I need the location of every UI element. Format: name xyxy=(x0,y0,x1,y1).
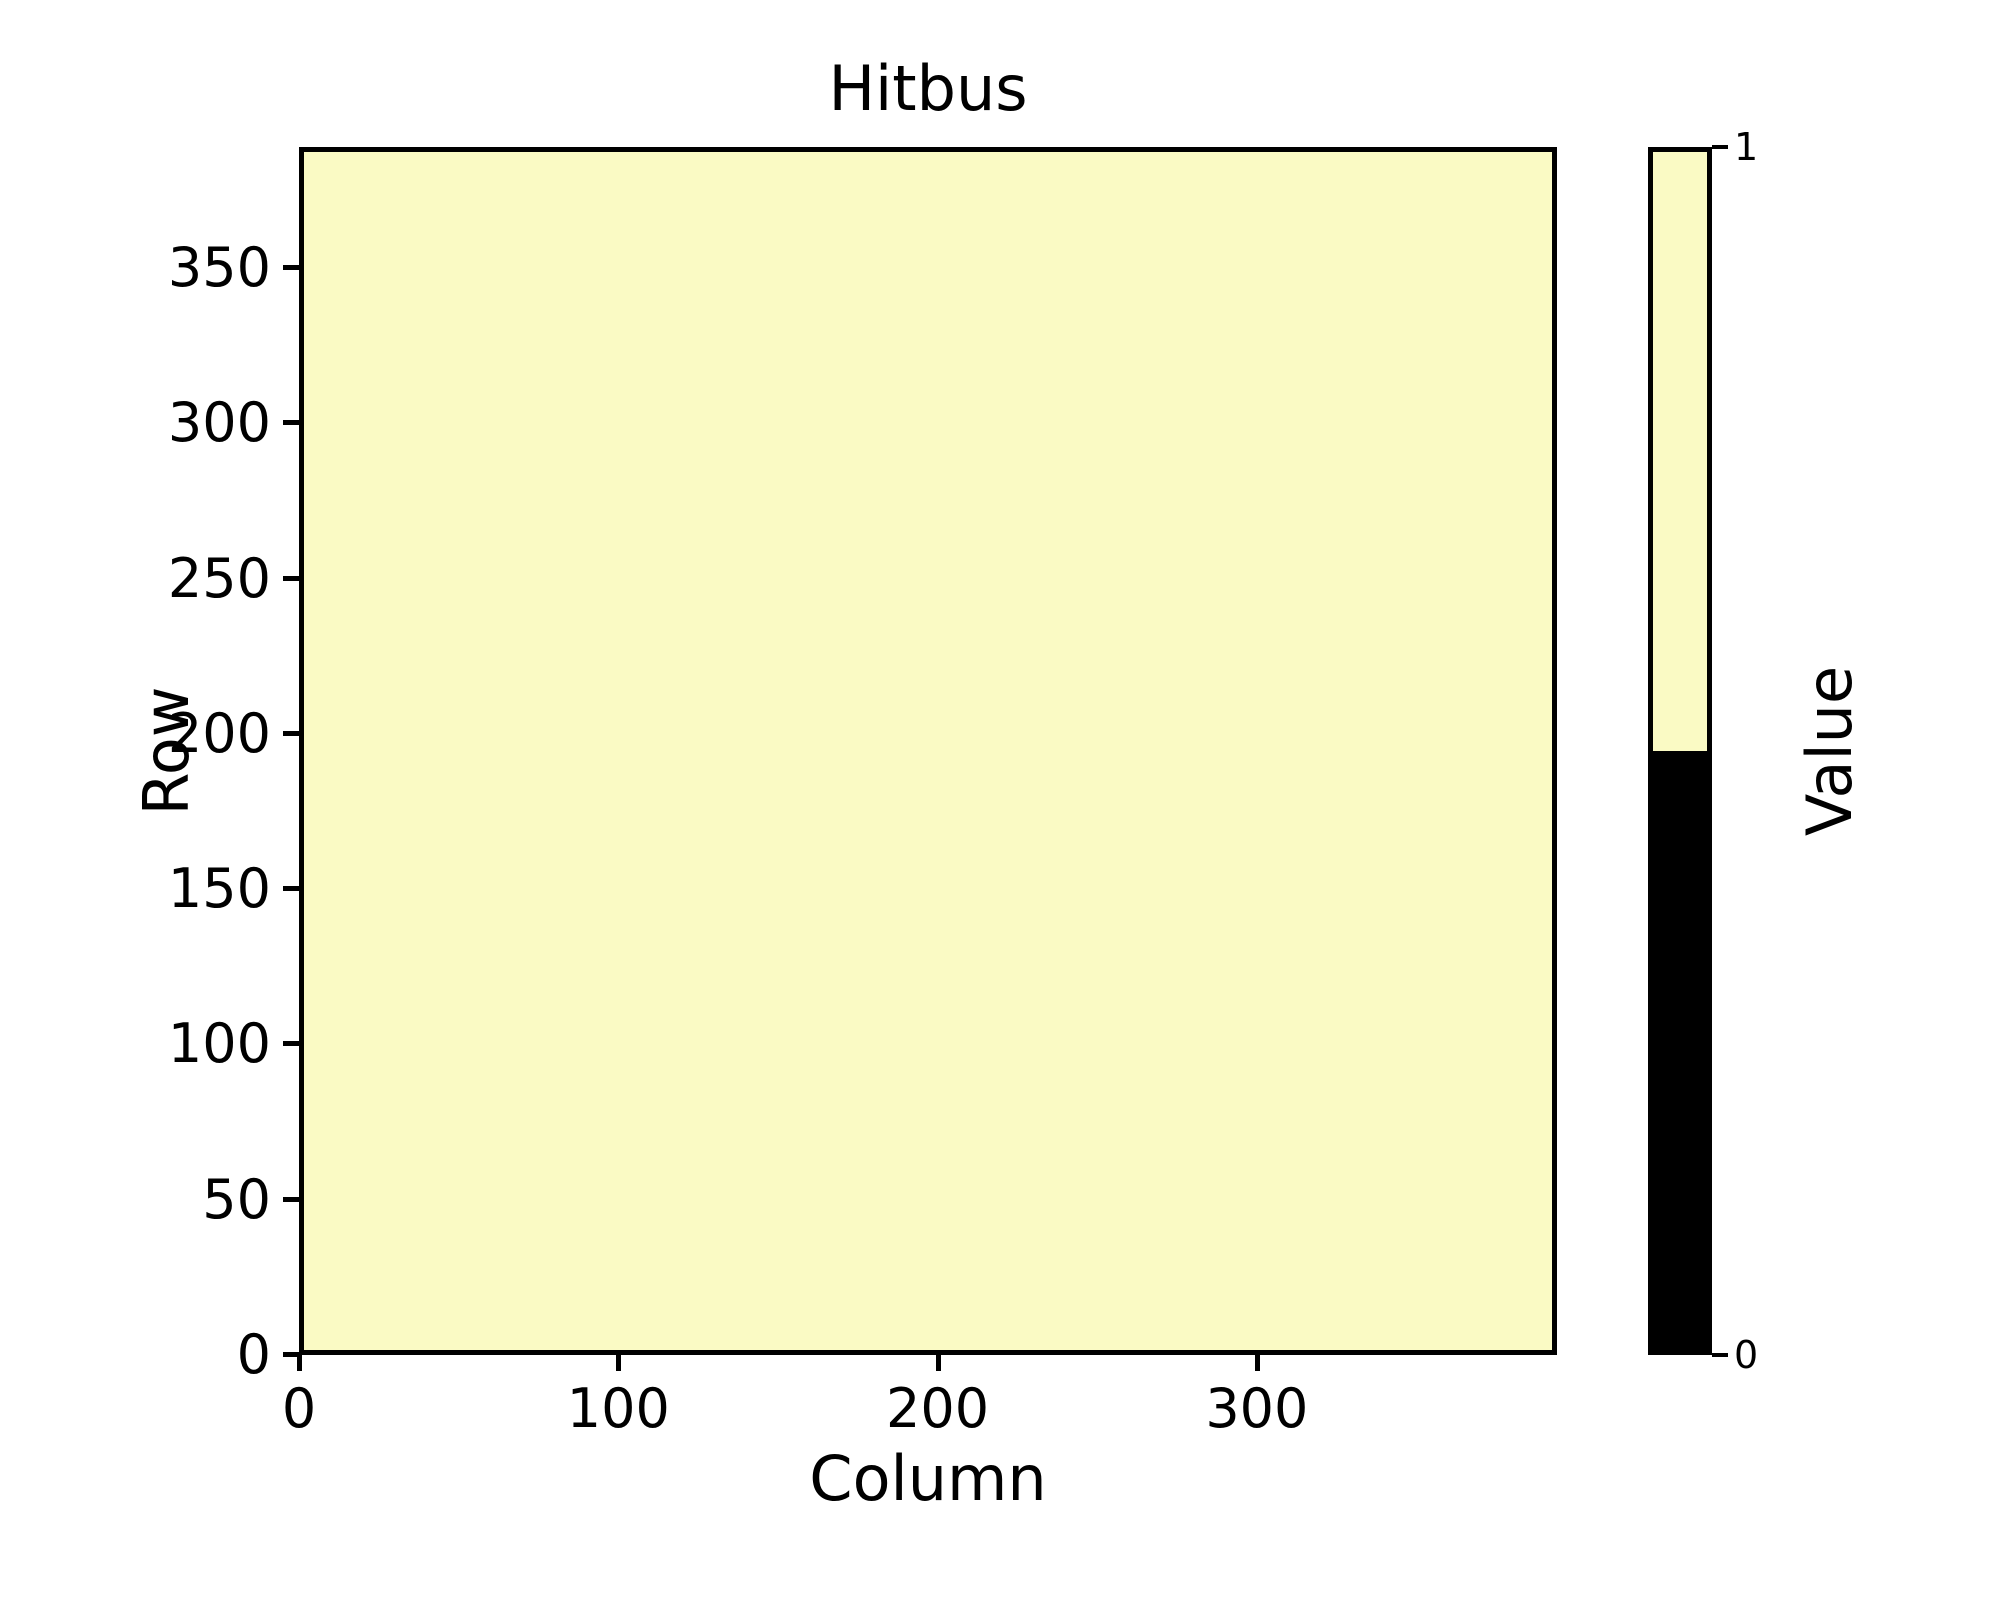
y-axis: 0 50 100 150 200 250 300 350 xyxy=(0,0,299,1600)
y-tick-label: 200 xyxy=(167,701,271,765)
y-tick-mark xyxy=(283,1196,299,1202)
y-tick-label: 350 xyxy=(167,236,271,300)
y-tick-label: 50 xyxy=(202,1167,271,1231)
y-axis-label-host: Row xyxy=(130,0,260,1600)
y-tick-label: 150 xyxy=(167,857,271,921)
y-tick-mark xyxy=(283,886,299,892)
colorbar-segment xyxy=(1653,152,1707,751)
colorbar xyxy=(1648,147,1712,1355)
y-tick-mark xyxy=(283,265,299,271)
x-tick-label: 100 xyxy=(566,1377,670,1440)
x-tick-label: 200 xyxy=(886,1377,990,1440)
y-tick-label: 300 xyxy=(167,391,271,455)
y-tick-label: 0 xyxy=(236,1323,271,1386)
y-tick-mark xyxy=(283,1041,299,1047)
y-tick-mark xyxy=(283,1352,299,1357)
colorbar-tick-mark xyxy=(1712,1353,1728,1357)
colorbar-tick-label: 1 xyxy=(1734,125,1759,169)
y-tick-mark xyxy=(283,420,299,426)
x-tick-mark xyxy=(935,1355,941,1371)
x-axis: 0 100 200 300 xyxy=(0,1355,2000,1555)
x-tick-mark xyxy=(1254,1355,1260,1371)
colorbar-tick-mark xyxy=(1712,145,1728,149)
y-tick-label: 100 xyxy=(167,1012,271,1076)
chart-title: Hitbus xyxy=(828,52,1028,125)
heatmap-axes xyxy=(299,147,1557,1355)
x-tick-mark xyxy=(297,1355,302,1371)
colorbar-label: Value xyxy=(1793,665,1866,837)
x-tick-mark xyxy=(616,1355,622,1371)
y-tick-label: 250 xyxy=(167,546,271,610)
x-tick-label: 300 xyxy=(1205,1377,1309,1440)
y-tick-mark xyxy=(283,575,299,581)
x-axis-label: Column xyxy=(809,1442,1047,1515)
colorbar-segment xyxy=(1653,751,1707,1350)
y-tick-mark xyxy=(283,730,299,736)
heatmap-image xyxy=(304,152,1552,1350)
y-axis-label: Row xyxy=(130,686,203,816)
x-tick-label: 0 xyxy=(281,1377,317,1440)
colorbar-tick-label: 0 xyxy=(1734,1333,1759,1377)
